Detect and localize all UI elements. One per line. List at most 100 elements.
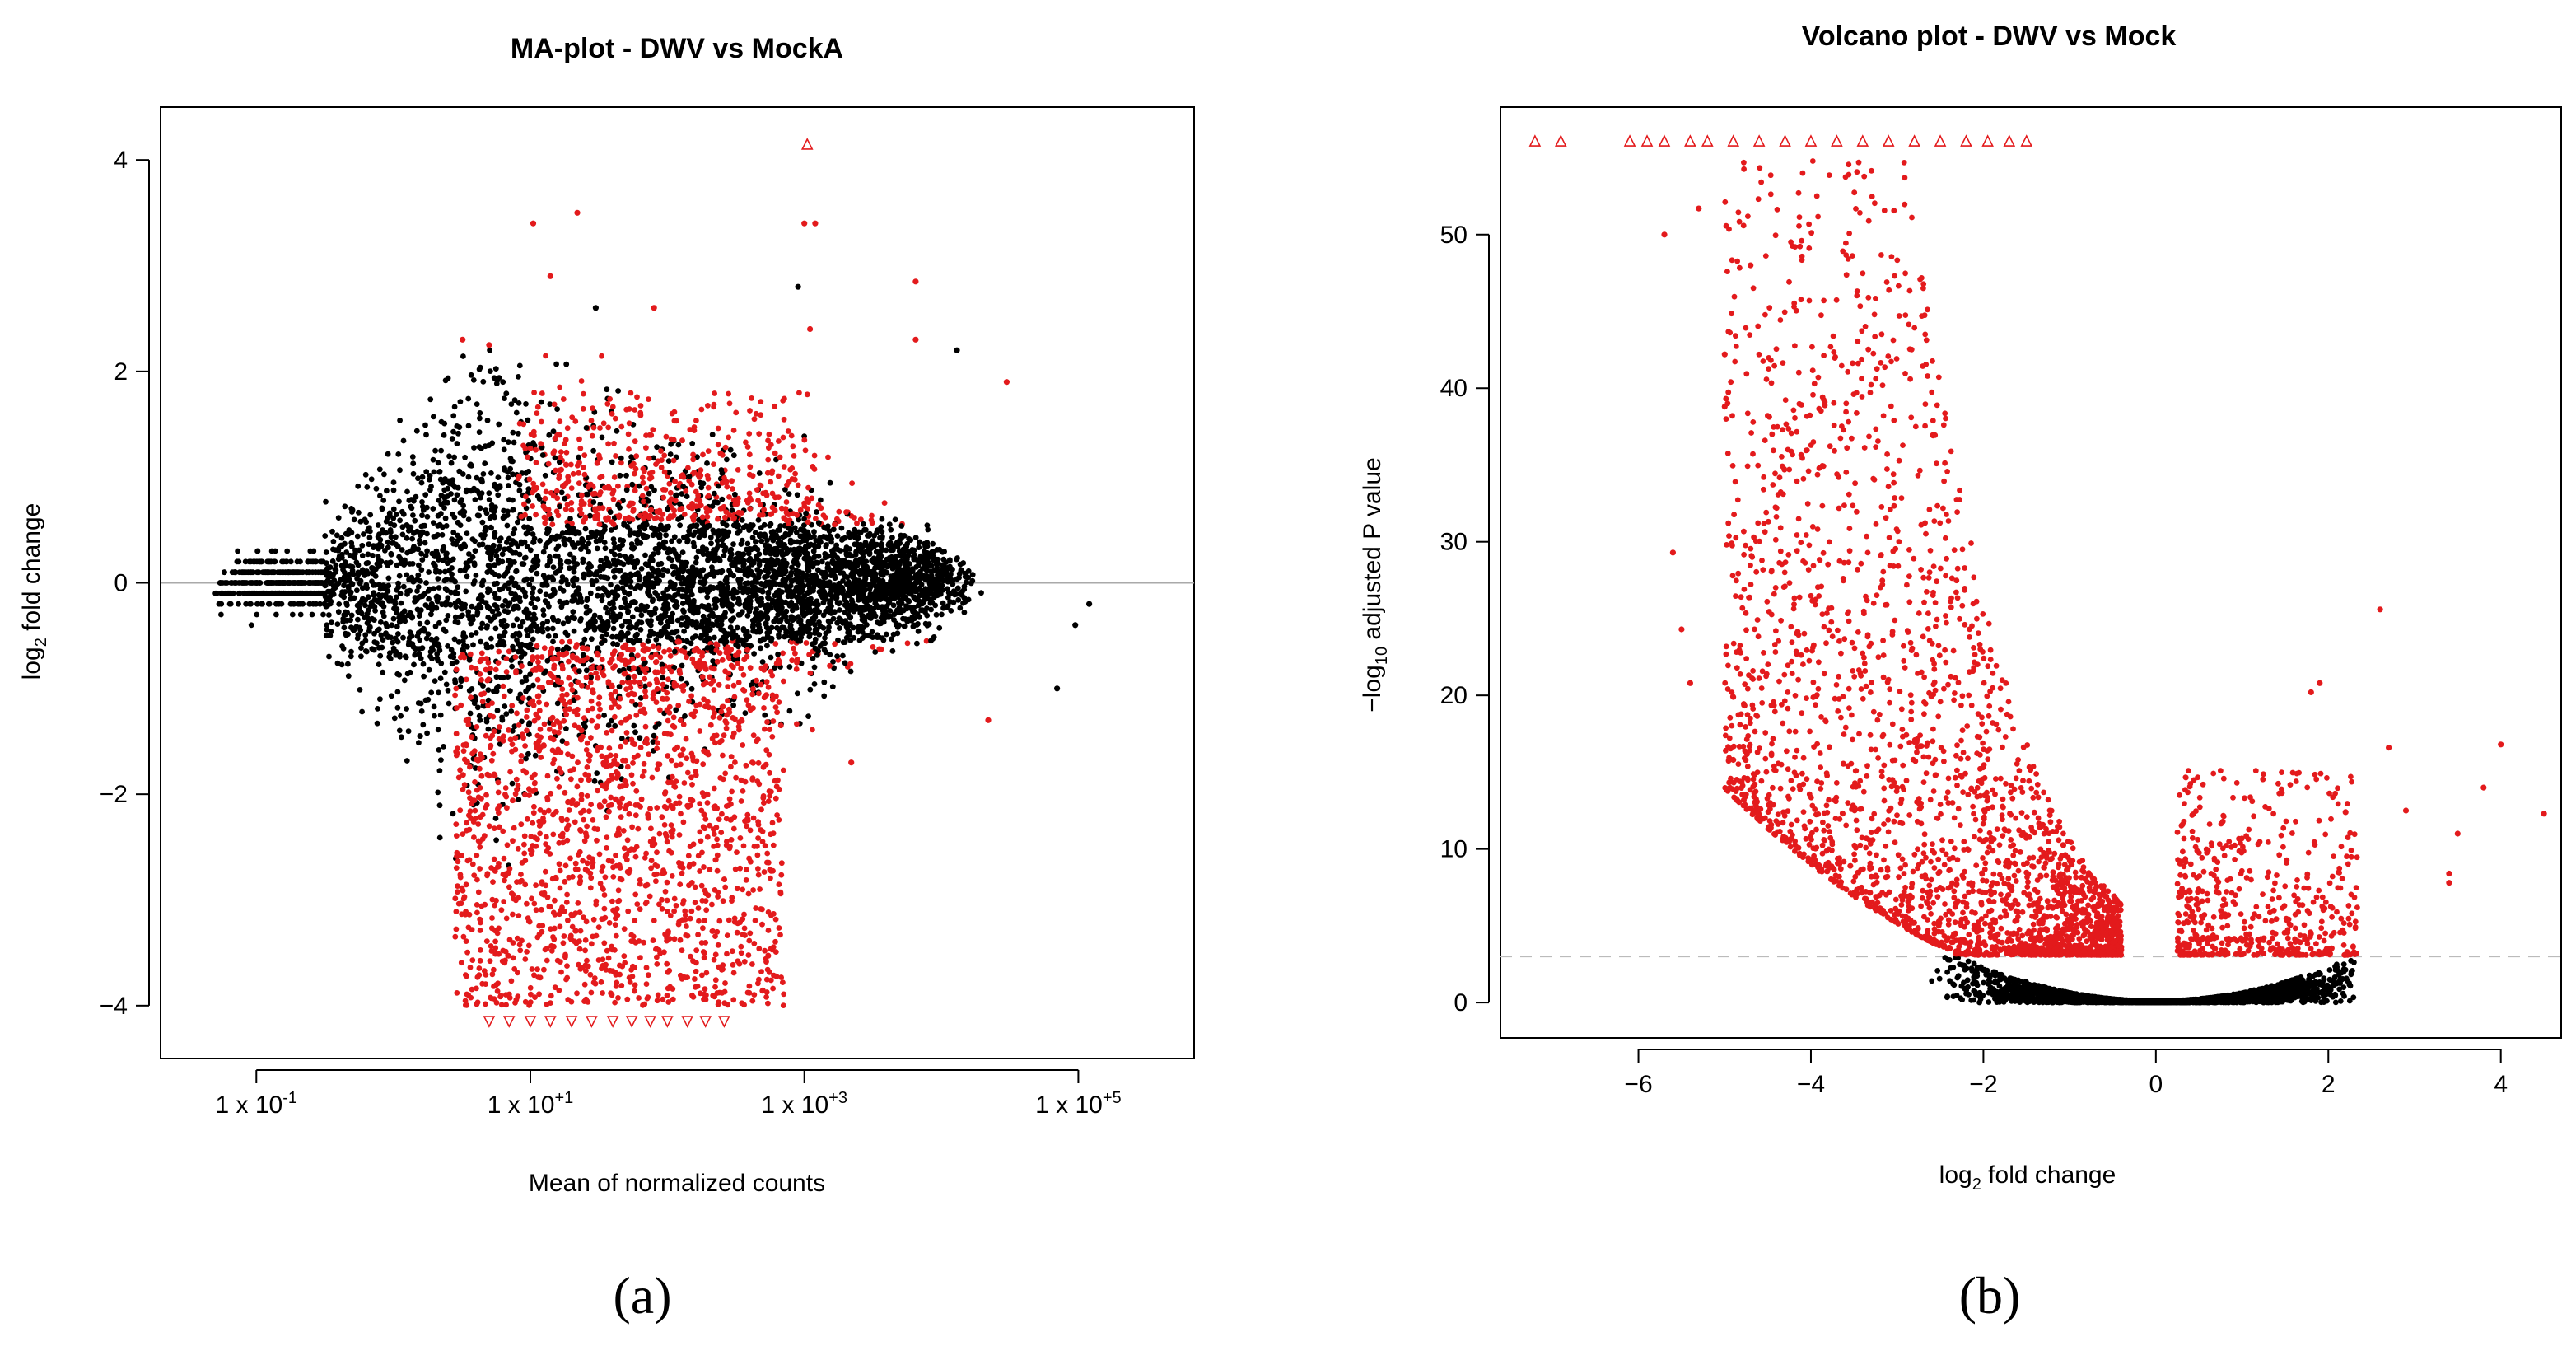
ma-point: [393, 512, 399, 517]
ma-point: [443, 617, 450, 624]
ma-point: [874, 593, 880, 600]
ma-point: [643, 534, 649, 540]
ma-point-significant: [642, 723, 649, 730]
ma-point: [473, 630, 479, 636]
ma-point: [404, 572, 410, 578]
ma-point: [521, 589, 528, 596]
ma-point: [379, 644, 385, 651]
ma-point: [560, 620, 567, 627]
ma-point-significant: [794, 659, 800, 666]
ma-point: [707, 587, 712, 593]
ma-point: [359, 542, 366, 549]
ma-point: [703, 573, 710, 580]
ma-point: [441, 420, 448, 427]
ma-point: [419, 512, 425, 519]
ma-point: [730, 615, 736, 621]
ma-point-significant: [679, 506, 685, 512]
ma-point: [433, 567, 439, 573]
ma-point-significant: [744, 500, 751, 506]
ma-point: [646, 582, 653, 588]
ma-point: [530, 590, 535, 596]
ma-point: [610, 568, 617, 574]
ma-point: [917, 539, 923, 545]
ma-point-significant: [834, 516, 840, 522]
ma-point: [287, 601, 294, 607]
ma-point: [752, 617, 758, 624]
ma-point-significant: [825, 454, 831, 460]
ma-point: [735, 577, 741, 583]
ma-point: [830, 560, 836, 567]
ma-point: [626, 619, 632, 625]
ma-point-significant: [806, 652, 812, 657]
ma-point-significant: [625, 431, 632, 437]
ma-point: [696, 535, 702, 540]
ma-point-significant: [585, 685, 591, 690]
ma-point: [572, 575, 578, 582]
ma-point: [957, 591, 963, 597]
ma-point: [375, 627, 380, 633]
ma-point: [586, 572, 592, 578]
ma-point: [342, 569, 348, 576]
ma-point: [335, 515, 342, 521]
ma-point: [322, 533, 329, 539]
ma-point: [459, 497, 464, 503]
ma-point-significant: [714, 643, 721, 648]
ma-point: [362, 632, 369, 638]
ma-point-significant: [756, 431, 763, 437]
ma-point: [577, 595, 584, 601]
ma-point: [432, 623, 439, 629]
ma-point: [875, 619, 880, 625]
ma-point: [298, 569, 304, 576]
ma-point: [884, 596, 890, 603]
ma-point: [926, 581, 933, 587]
ma-point-significant: [810, 727, 815, 733]
ma-point: [270, 569, 277, 576]
ma-point: [775, 540, 782, 546]
ma-point: [436, 585, 442, 591]
ma-point: [310, 601, 316, 607]
ma-point: [612, 551, 618, 558]
ma-point: [886, 521, 893, 527]
ma-point: [508, 558, 515, 565]
ma-point-significant: [632, 488, 638, 494]
ma-point: [863, 558, 870, 564]
ma-point: [744, 567, 750, 573]
ma-point: [632, 599, 638, 605]
ma-point: [408, 548, 414, 554]
ma-point: [518, 654, 525, 660]
ma-point: [709, 432, 716, 437]
ma-point: [492, 816, 499, 821]
ma-point: [775, 651, 781, 657]
ma-point: [534, 493, 541, 499]
ma-point: [889, 535, 895, 540]
ma-point: [498, 641, 504, 647]
ma-point: [335, 556, 342, 563]
ma-point: [344, 610, 350, 615]
ma-point: [255, 558, 262, 565]
ma-point: [429, 656, 435, 662]
ma-point: [329, 573, 335, 580]
ma-point: [763, 549, 769, 556]
ma-point: [872, 565, 878, 571]
ma-point: [436, 768, 443, 773]
ma-point: [789, 564, 795, 571]
ma-point: [492, 625, 499, 632]
ma-point: [576, 454, 581, 460]
ma-point-significant: [533, 512, 539, 518]
ma-point: [712, 490, 717, 497]
ma-point: [651, 455, 657, 461]
ma-point-significant: [618, 423, 625, 430]
ma-point: [421, 673, 427, 680]
ma-point: [962, 570, 968, 577]
ma-point: [903, 577, 910, 584]
ma-point: [423, 635, 430, 642]
ma-point: [913, 576, 920, 582]
ma-point: [787, 622, 794, 629]
ma-point-significant: [534, 404, 541, 410]
ma-point-significant: [605, 441, 611, 447]
ma-point-significant: [539, 654, 545, 660]
ma-point: [913, 564, 919, 570]
ma-point: [730, 702, 736, 708]
ma-point: [845, 551, 852, 558]
ma-point: [538, 399, 544, 405]
